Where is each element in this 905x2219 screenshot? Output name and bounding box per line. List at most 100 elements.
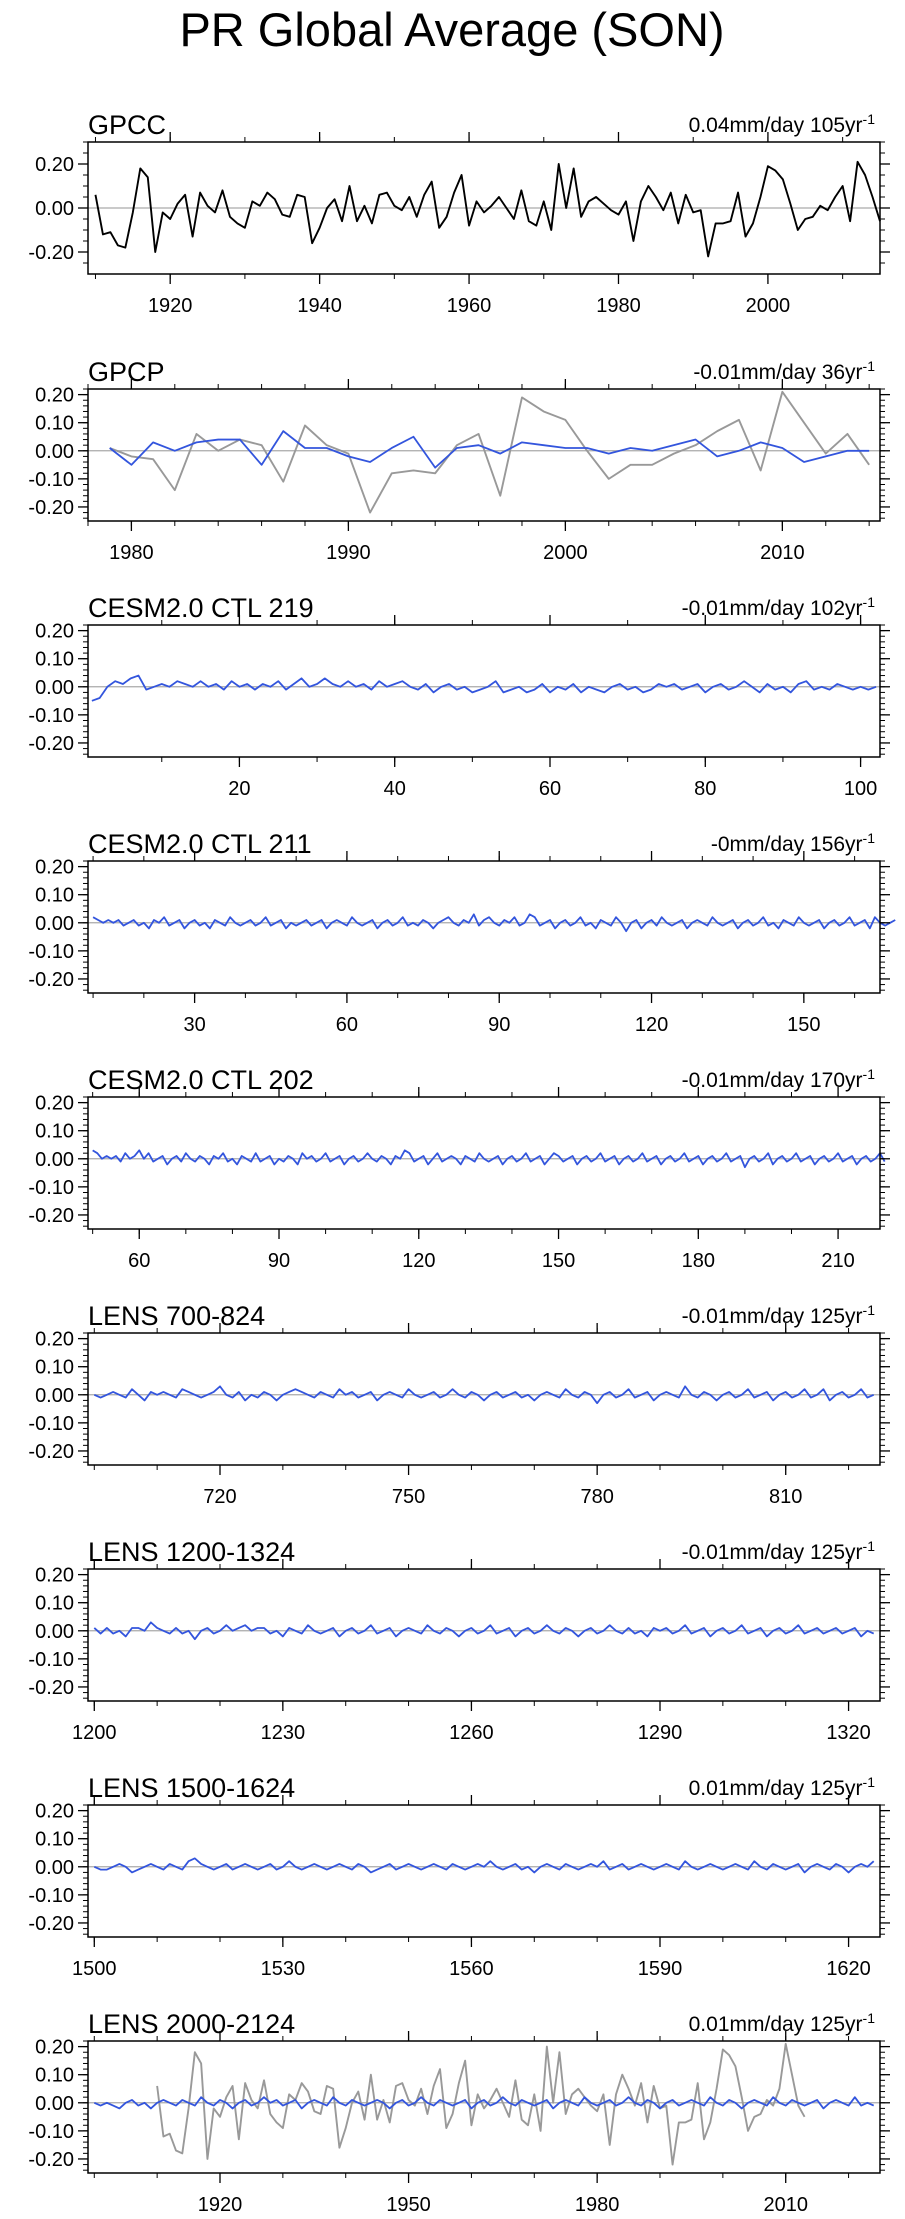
panel-title: GPCC: [88, 110, 166, 140]
y-tick-label: 0.00: [35, 2093, 74, 2115]
x-tick-label: 60: [336, 1014, 358, 1036]
x-tick-label: 1290: [638, 1722, 683, 1744]
series-model: [92, 913, 896, 933]
y-tick-label: 0.20: [35, 1329, 74, 1351]
trend-label: 0.01mm/day 125yr-1: [689, 2010, 876, 2036]
series-model: [93, 1857, 875, 1874]
y-tick-label: 0.00: [35, 441, 74, 463]
x-tick-label: 2000: [746, 295, 791, 317]
x-tick-label: 1980: [596, 295, 641, 317]
x-tick-label: 1500: [72, 1958, 117, 1980]
y-tick-label: 0.00: [35, 1385, 74, 1407]
panel-8: LENS 2000-2124 0.01mm/day 125yr-1 -0.20 -0.…: [28, 2009, 890, 2216]
y-tick-label: 0.10: [35, 1829, 74, 1851]
y-tick-label: 0.10: [35, 885, 74, 907]
trend-sup: -1: [863, 1538, 876, 1554]
panel-title: CESM2.0 CTL 211: [88, 829, 312, 859]
y-tick-label: -0.20: [28, 1913, 74, 1935]
y-tick-label: 0.00: [35, 1857, 74, 1879]
trend-sup: -1: [863, 1302, 876, 1318]
series-model: [109, 430, 870, 469]
panel-2: CESM2.0 CTL 219 -0.01mm/day 102yr-1 -0.20 -…: [28, 593, 890, 800]
trend-text: -0mm/day 156yr: [711, 833, 863, 856]
plot-frame: [87, 1332, 881, 1466]
y-tick-label: 0.10: [35, 1593, 74, 1615]
x-tick-label: 1950: [386, 2194, 431, 2216]
x-tick-label: 60: [128, 1250, 150, 1272]
y-tick-label: 0.00: [35, 1149, 74, 1171]
panel-4: CESM2.0 CTL 202 -0.01mm/day 170yr-1 -0.20 -…: [28, 1065, 890, 1272]
plot-frame: [87, 1096, 881, 1230]
y-tick-label: 0.00: [35, 913, 74, 935]
x-tick-label: 1980: [575, 2194, 620, 2216]
panel-title: LENS 1500-1624: [88, 1773, 295, 1803]
y-tick-label: -0.10: [28, 1177, 74, 1199]
trend-text: -0.01mm/day 36yr: [693, 361, 862, 384]
y-tick-label: -0.10: [28, 469, 74, 491]
y-tick-label: -0.20: [28, 497, 74, 519]
x-tick-label: 810: [769, 1486, 802, 1508]
main-title: PR Global Average (SON): [179, 3, 724, 56]
x-tick-label: 150: [542, 1250, 575, 1272]
x-tick-label: 120: [635, 1014, 668, 1036]
y-tick-label: 0.00: [35, 1621, 74, 1643]
y-tick-label: 0.20: [35, 1093, 74, 1115]
x-tick-label: 1620: [826, 1958, 871, 1980]
y-tick-label: 0.10: [35, 1121, 74, 1143]
y-tick-label: 0.10: [35, 2065, 74, 2087]
y-tick-label: -0.20: [28, 1205, 74, 1227]
trend-text: 0.01mm/day 125yr: [689, 1777, 863, 1800]
series-model: [91, 674, 877, 702]
y-tick-label: -0.20: [28, 1441, 74, 1463]
x-tick-label: 1940: [297, 295, 342, 317]
trend-label: -0.01mm/day 125yr-1: [682, 1302, 876, 1328]
panel-title: CESM2.0 CTL 202: [88, 1065, 314, 1095]
plot-frame: [87, 2040, 881, 2174]
x-tick-label: 1320: [826, 1722, 871, 1744]
trend-label: -0.01mm/day 170yr-1: [682, 1066, 876, 1092]
y-tick-label: 0.10: [35, 1357, 74, 1379]
x-tick-label: 1530: [261, 1958, 306, 1980]
x-tick-label: 2010: [760, 542, 805, 564]
series-model: [93, 1621, 875, 1641]
trend-sup: -1: [863, 358, 876, 374]
x-tick-label: 180: [682, 1250, 715, 1272]
series-model: [93, 2096, 875, 2110]
y-tick-label: 0.20: [35, 1565, 74, 1587]
panel-7: LENS 1500-1624 0.01mm/day 125yr-1 -0.20 -0.…: [28, 1773, 890, 1980]
trend-label: 0.04mm/day 105yr-1: [689, 111, 876, 137]
y-tick-label: -0.10: [28, 2121, 74, 2143]
trend-sup: -1: [863, 1066, 876, 1082]
y-tick-label: 0.10: [35, 649, 74, 671]
x-tick-label: 1980: [109, 542, 154, 564]
trend-text: -0.01mm/day 125yr: [682, 1305, 863, 1328]
trend-sup: -1: [863, 1774, 876, 1790]
trend-sup: -1: [863, 594, 876, 610]
x-tick-label: 40: [384, 778, 406, 800]
series-model: [93, 1385, 875, 1405]
x-tick-label: 1960: [447, 295, 492, 317]
x-tick-label: 750: [392, 1486, 425, 1508]
y-tick-label: -0.20: [28, 242, 74, 264]
x-tick-label: 90: [268, 1250, 290, 1272]
trend-label: -0.01mm/day 102yr-1: [682, 594, 876, 620]
trend-label: -0.01mm/day 36yr-1: [693, 358, 875, 384]
x-tick-label: 120: [402, 1250, 435, 1272]
x-tick-label: 20: [228, 778, 250, 800]
x-tick-label: 100: [844, 778, 877, 800]
y-tick-label: -0.20: [28, 733, 74, 755]
x-tick-label: 720: [203, 1486, 236, 1508]
panel-title: LENS 1200-1324: [88, 1537, 295, 1567]
panel-title: LENS 2000-2124: [88, 2009, 295, 2039]
y-tick-label: 0.20: [35, 857, 74, 879]
x-tick-label: 210: [821, 1250, 854, 1272]
x-tick-label: 1200: [72, 1722, 117, 1744]
x-tick-label: 80: [694, 778, 716, 800]
series-obs_black: [94, 160, 881, 258]
trend-text: -0.01mm/day 125yr: [682, 1541, 863, 1564]
x-tick-label: 2000: [543, 542, 588, 564]
series-obs: [109, 390, 870, 514]
y-tick-label: 0.20: [35, 621, 74, 643]
